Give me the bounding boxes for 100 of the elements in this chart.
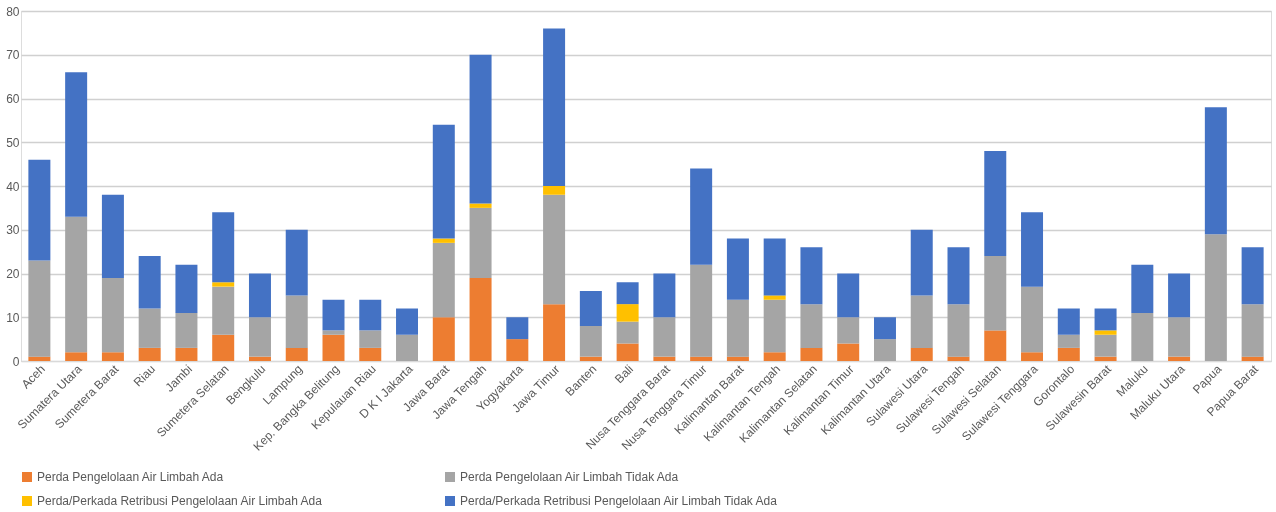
bar	[65, 72, 88, 217]
legend-label: Perda/Perkada Retribusi Pengelolaan Air Limbah Ada	[37, 494, 323, 508]
bar	[910, 347, 933, 361]
legend-label: Perda/Perkada Retribusi Pengelolaan Air Limbah Tidak Ada	[460, 494, 778, 508]
bar	[65, 216, 88, 353]
bar	[1094, 308, 1117, 331]
bar	[469, 207, 492, 278]
bar	[1204, 107, 1227, 235]
bar	[432, 242, 455, 318]
bar	[101, 352, 124, 361]
legend-label: Perda Pengelolaan Air Limbah Tidak Ada	[460, 470, 679, 484]
bar	[1168, 273, 1191, 318]
bar	[28, 260, 51, 357]
bar	[469, 277, 492, 361]
bar	[248, 356, 271, 361]
bar	[616, 321, 639, 344]
bar	[1131, 312, 1154, 361]
bar	[212, 282, 235, 287]
bar	[763, 352, 786, 361]
bar	[616, 343, 639, 361]
bar	[469, 54, 492, 204]
bar	[947, 304, 970, 357]
bar	[984, 256, 1007, 331]
bar	[322, 330, 345, 335]
bar	[101, 194, 124, 278]
bar	[28, 159, 51, 261]
y-tick-label: 60	[6, 92, 20, 106]
bar	[690, 168, 713, 265]
bar	[984, 151, 1007, 256]
bar	[175, 312, 198, 348]
bar	[506, 339, 529, 361]
bar	[65, 352, 88, 361]
bar	[763, 299, 786, 353]
bar	[579, 291, 602, 326]
bar	[322, 299, 345, 331]
bar	[359, 299, 382, 331]
bar	[616, 282, 639, 305]
bar	[1021, 286, 1044, 353]
bar	[653, 273, 676, 318]
bar	[837, 343, 860, 361]
bar	[543, 194, 566, 305]
bar	[1021, 212, 1044, 287]
bar	[1057, 334, 1080, 348]
bar	[1168, 317, 1191, 357]
bar	[800, 304, 823, 348]
bar	[1094, 356, 1117, 361]
bar	[1241, 304, 1264, 357]
bar	[359, 330, 382, 348]
bar	[1021, 352, 1044, 361]
y-tick-label: 40	[6, 179, 20, 194]
bar	[1094, 334, 1117, 357]
bar	[543, 304, 566, 361]
bar	[506, 317, 529, 340]
bar	[984, 330, 1007, 361]
y-tick-label: 80	[6, 4, 20, 19]
y-tick-label: 50	[6, 135, 20, 150]
bar	[947, 356, 970, 361]
bar	[101, 277, 124, 353]
bar	[1057, 347, 1080, 361]
bar	[469, 203, 492, 208]
bar	[212, 212, 235, 283]
bar	[285, 229, 308, 296]
bar	[28, 356, 51, 361]
bar	[212, 286, 235, 335]
bar	[212, 334, 235, 361]
bar	[322, 334, 345, 361]
bar	[175, 347, 198, 361]
bar	[248, 273, 271, 318]
bar	[1094, 330, 1117, 335]
y-tick-label: 70	[6, 48, 20, 63]
bar	[653, 317, 676, 357]
bar	[873, 317, 896, 340]
bar	[138, 308, 161, 348]
bar	[1204, 234, 1227, 361]
bar	[359, 347, 382, 361]
bar	[138, 256, 161, 309]
bar	[1241, 356, 1264, 361]
bar	[432, 317, 455, 361]
bar	[947, 247, 970, 305]
bar	[396, 334, 419, 361]
bar	[653, 356, 676, 361]
bar	[432, 238, 455, 243]
bar	[800, 347, 823, 361]
bar	[1057, 308, 1080, 335]
bar	[690, 264, 713, 357]
bar	[396, 308, 419, 335]
bar	[285, 295, 308, 348]
y-tick-label: 20	[6, 267, 20, 281]
bar	[910, 229, 933, 296]
bar	[543, 186, 566, 195]
x-tick-label: Bali	[612, 362, 637, 387]
bar	[726, 356, 749, 361]
bar	[579, 356, 602, 361]
legend-label: Perda Pengelolaan Air Limbah Ada	[37, 470, 224, 484]
bar	[543, 28, 566, 186]
bar	[579, 326, 602, 357]
bar	[800, 247, 823, 305]
bar	[690, 356, 713, 361]
y-tick-label: 0	[12, 354, 20, 369]
bar	[138, 347, 161, 361]
